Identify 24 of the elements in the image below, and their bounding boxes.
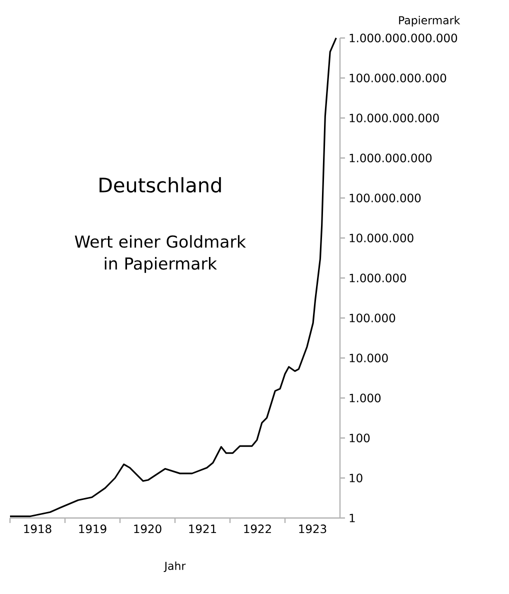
y-tick-label: 100.000 [350, 314, 396, 322]
x-tick-label: 1918 [24, 524, 52, 534]
line-series [9, 37, 337, 518]
y-tick-label: 10.000.000.000 [350, 114, 439, 122]
y-tick-label: 1 [350, 514, 355, 522]
y-tick-label: 10.000.000 [350, 234, 414, 242]
y-tick-label: 1.000 [350, 394, 381, 402]
y-axis-title: Papiermark [399, 16, 460, 26]
x-tick-label: 1921 [189, 524, 216, 534]
y-tick-label: 100.000.000.000 [350, 74, 446, 82]
y-tick-label: 10.000 [350, 354, 388, 362]
y-tick-label: 100 [350, 434, 370, 442]
x-tick-label: 1919 [79, 524, 106, 534]
x-axis-title: Jahr [164, 562, 186, 572]
y-tick-label: 10 [350, 474, 362, 482]
text: Deutschland [100, 177, 221, 193]
y-tick-label: 100.000.000 [350, 194, 421, 202]
y-tick-label: 1.000.000.000.000 [350, 34, 458, 42]
text: Wert einer Goldmark in Papiermark [74, 235, 246, 273]
x-tick-label: 1920 [134, 524, 162, 534]
x-tick-label: 1922 [244, 524, 271, 534]
y-tick-label: 1.000.000 [350, 274, 406, 282]
x-tick-label: 1923 [299, 524, 326, 534]
y-tick-label: 1.000.000.000 [350, 154, 432, 162]
